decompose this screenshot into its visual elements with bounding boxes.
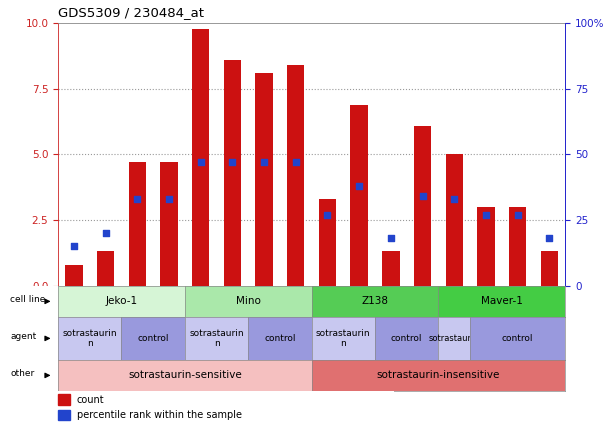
Text: sotrastaurin: sotrastaurin <box>429 334 480 343</box>
Bar <box>445 154 463 286</box>
Text: Jeko-1: Jeko-1 <box>105 297 137 306</box>
Point <box>418 193 428 200</box>
Text: Z138: Z138 <box>362 297 389 306</box>
Point <box>227 159 237 166</box>
Bar <box>382 251 400 286</box>
Text: control: control <box>264 334 296 343</box>
Point <box>69 243 79 250</box>
Text: sotrastaurin
n: sotrastaurin n <box>189 329 244 348</box>
Bar <box>541 251 558 286</box>
Bar <box>287 65 304 286</box>
Point <box>133 195 142 202</box>
Point <box>386 235 396 242</box>
Point <box>164 195 174 202</box>
Text: agent: agent <box>10 332 37 341</box>
Text: control: control <box>391 334 422 343</box>
Bar <box>97 251 114 286</box>
Text: sotrastaurin-insensitive: sotrastaurin-insensitive <box>377 371 500 380</box>
Text: other: other <box>10 369 35 378</box>
Point <box>544 235 554 242</box>
Text: control: control <box>502 334 533 343</box>
Point <box>196 159 205 166</box>
Point <box>259 159 269 166</box>
Bar <box>160 162 178 286</box>
Text: sotrastaurin
n: sotrastaurin n <box>316 329 371 348</box>
Bar <box>58 410 70 420</box>
Bar <box>477 207 495 286</box>
Text: Mino: Mino <box>236 297 261 306</box>
Bar <box>351 104 368 286</box>
Bar <box>319 199 336 286</box>
Bar <box>255 73 273 286</box>
Point <box>513 212 522 218</box>
Text: cell line: cell line <box>10 295 46 304</box>
Text: percentile rank within the sample: percentile rank within the sample <box>76 410 241 420</box>
Bar <box>414 126 431 286</box>
Bar <box>192 28 210 286</box>
Point <box>101 230 111 236</box>
Text: count: count <box>76 395 104 404</box>
Bar <box>58 394 70 404</box>
Bar <box>128 162 146 286</box>
Text: Maver-1: Maver-1 <box>481 297 523 306</box>
Point <box>354 182 364 189</box>
Point <box>449 195 459 202</box>
Point <box>291 159 301 166</box>
Bar <box>224 60 241 286</box>
Point <box>323 212 332 218</box>
Text: GDS5309 / 230484_at: GDS5309 / 230484_at <box>58 6 204 19</box>
Bar <box>65 264 82 286</box>
Bar <box>509 207 526 286</box>
Text: control: control <box>137 334 169 343</box>
Text: sotrastaurin
n: sotrastaurin n <box>62 329 117 348</box>
Text: sotrastaurin-sensitive: sotrastaurin-sensitive <box>128 371 242 380</box>
Point <box>481 212 491 218</box>
